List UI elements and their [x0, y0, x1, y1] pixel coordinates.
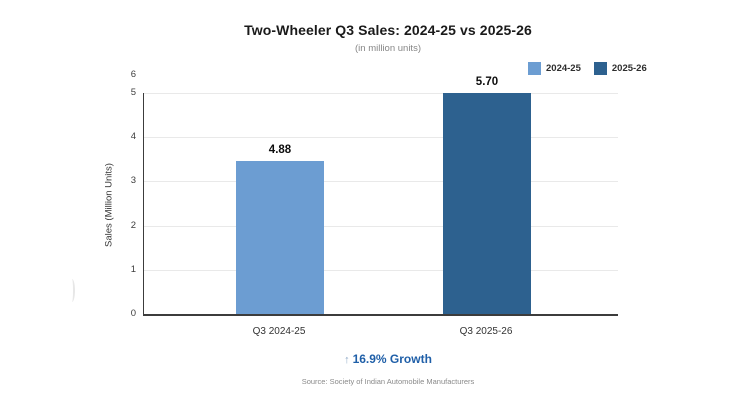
- source-attribution: Source: Society of Indian Automobile Man…: [301, 377, 475, 386]
- bar-q3-2025-26: [443, 93, 531, 314]
- y-tick-label-3: 3: [130, 175, 136, 187]
- legend-item-2024-25: 2024-25: [528, 62, 581, 75]
- y-tick-label-0: 0: [130, 308, 136, 319]
- gridline-y2: [144, 225, 618, 227]
- growth-text: 16.9% Growth: [352, 352, 432, 366]
- chart-title: Two-Wheeler Q3 Sales: 2024-25 vs 2025-26: [244, 22, 532, 38]
- plot-area: 4.88 5.70: [143, 76, 618, 316]
- up-arrow-icon: ↑: [344, 354, 350, 366]
- growth-annotation: ↑ 16.9% Growth: [344, 352, 432, 366]
- y-tick-label-4: 4: [130, 131, 136, 143]
- legend-item-2025-26: 2025-26: [593, 62, 647, 75]
- y-tick-label-2: 2: [130, 219, 136, 231]
- gridline-y4: [144, 137, 618, 139]
- scrollbar-artifact: [70, 279, 75, 302]
- x-category-label: Q3 2025-26: [459, 326, 513, 337]
- x-category-label: Q3 2024-25: [252, 326, 306, 337]
- chart-subtitle: (in million units): [355, 43, 421, 54]
- bar-q3-2024-25: [236, 160, 324, 314]
- gridline-y5: [144, 93, 618, 94]
- legend: 2024-25 2025-26: [528, 62, 647, 75]
- y-axis-label: Sales (Million Units): [103, 163, 115, 247]
- legend-swatch-2024-25: [528, 62, 541, 75]
- gridline-y1: [144, 269, 618, 271]
- value-label-5.70: 5.70: [475, 76, 499, 88]
- value-label-4.88: 4.88: [268, 143, 292, 156]
- y-tick-label-5: 5: [130, 87, 136, 98]
- y-tick-label-6: 6: [130, 69, 136, 80]
- legend-swatch-2025-26: [593, 62, 607, 75]
- legend-label: 2025-26: [611, 63, 647, 74]
- legend-label: 2024-25: [546, 63, 581, 74]
- y-tick-label-1: 1: [130, 263, 136, 275]
- gridline-y3: [144, 181, 618, 183]
